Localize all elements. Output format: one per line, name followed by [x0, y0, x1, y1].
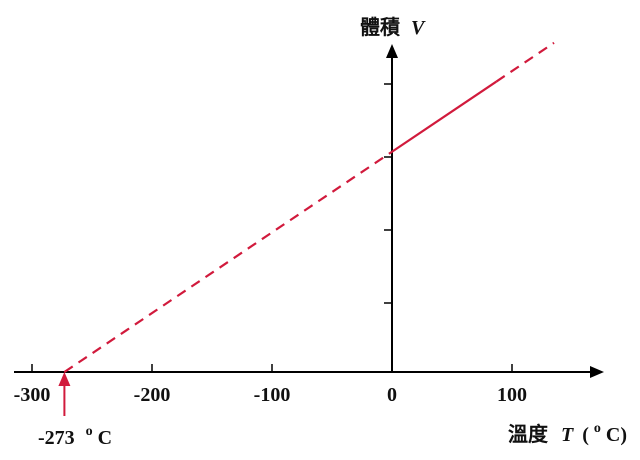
x-axis-title: 溫度 T ( o C)	[508, 415, 627, 446]
x-axis-title-symbol: T	[561, 424, 574, 446]
series-group	[63, 41, 555, 373]
axes	[14, 44, 604, 378]
x-tick-label: 100	[497, 384, 527, 406]
annotation-label: -273 o C	[38, 418, 112, 449]
annotation-label-degree: o	[86, 424, 93, 439]
y-axis-arrow	[386, 44, 398, 58]
x-tick-label: 0	[387, 384, 397, 406]
series-segment-dashed	[63, 150, 393, 373]
y-ticks	[384, 83, 392, 304]
x-tick-label: -300	[14, 384, 51, 406]
zero-kelvin-annotation: -273 o C	[38, 372, 112, 449]
x-axis-title-cjk: 溫度	[508, 422, 549, 446]
x-axis-title-unit-degree: o	[594, 421, 601, 436]
x-ticks: -300 -200 -100 0 100	[14, 364, 527, 406]
x-axis-title-unit-open: (	[582, 424, 589, 446]
x-tick-label: -100	[254, 384, 291, 406]
annotation-label-unit: C	[98, 427, 112, 449]
x-axis-title-unit-close: C)	[606, 424, 627, 446]
x-axis-arrow	[590, 366, 604, 378]
series-segment-solid	[391, 80, 498, 153]
y-axis-title-symbol: V	[411, 17, 426, 39]
series-segment-dashed	[495, 41, 555, 83]
annotation-arrow-head	[58, 372, 71, 386]
annotation-label-value: -273	[38, 427, 75, 449]
y-axis-title-cjk: 體積	[360, 15, 401, 39]
y-axis-title: 體積 V	[360, 15, 426, 39]
x-tick-label: -200	[134, 384, 171, 406]
